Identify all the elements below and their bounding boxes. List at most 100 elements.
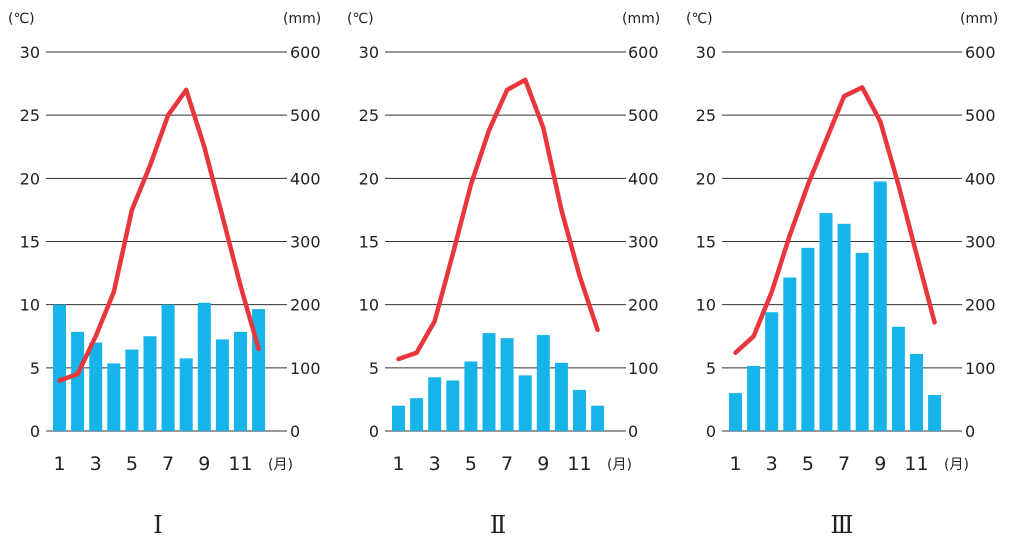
right-tick-label: 600: [965, 43, 996, 62]
left-tick-label: 10: [696, 296, 716, 315]
right-tick-label: 600: [290, 43, 321, 62]
left-tick-label: 10: [20, 296, 40, 315]
temperature-line: [733, 85, 937, 355]
precip-bar: [910, 353, 923, 431]
precip-bar: [197, 302, 211, 431]
left-axis-unit: (℃): [8, 11, 35, 27]
right-tick-label: 100: [628, 359, 659, 378]
precip-bar: [446, 380, 460, 431]
precip-bar: [783, 277, 797, 431]
temperature-line: [57, 87, 261, 383]
right-tick-label: 200: [628, 296, 659, 315]
month-tick-label: 9: [198, 453, 210, 475]
precip-bar: [410, 398, 424, 431]
precip-bar: [855, 252, 869, 431]
left-tick-label: 25: [359, 106, 379, 125]
month-unit: (月): [607, 457, 632, 473]
right-tick-label: 300: [965, 233, 996, 252]
precip-bar: [591, 405, 605, 431]
precip-bar: [464, 361, 478, 431]
precip-bar: [215, 339, 229, 431]
right-tick-label: 0: [290, 422, 300, 441]
precip-bar: [747, 365, 761, 431]
month-tick-label: 9: [874, 453, 886, 475]
month-tick-label: 5: [802, 453, 814, 475]
left-tick-label: 5: [706, 359, 716, 378]
right-tick-label: 200: [965, 296, 996, 315]
month-tick-label: 7: [838, 453, 850, 475]
left-axis-unit: (℃): [347, 11, 374, 27]
right-axis-unit: (mm): [283, 11, 321, 27]
precip-bar: [143, 336, 157, 431]
left-tick-label: 0: [30, 422, 40, 441]
left-tick-label: 5: [30, 359, 40, 378]
precip-bar: [428, 377, 442, 431]
month-tick-label: 11: [904, 453, 928, 475]
precip-bar: [765, 312, 779, 431]
precip-bar: [53, 304, 66, 431]
left-tick-label: 30: [359, 43, 379, 62]
precip-bar: [71, 331, 85, 431]
precip-bar: [89, 342, 103, 431]
left-tick-label: 20: [359, 169, 379, 188]
left-tick-label: 30: [696, 43, 716, 62]
month-unit: (月): [268, 457, 293, 473]
right-tick-label: 500: [965, 106, 996, 125]
precip-bar: [837, 223, 851, 431]
month-tick-label: 3: [429, 453, 441, 475]
precip-bar: [573, 389, 586, 431]
chart-label: Ⅲ: [830, 511, 853, 539]
left-tick-label: 25: [696, 106, 716, 125]
left-tick-label: 0: [706, 422, 716, 441]
left-tick-label: 15: [359, 233, 379, 252]
month-tick-label: 7: [162, 453, 174, 475]
right-tick-label: 100: [290, 359, 321, 378]
right-tick-label: 600: [628, 43, 659, 62]
precip-bar: [801, 247, 815, 431]
precip-bar: [928, 394, 942, 431]
right-tick-label: 200: [290, 296, 321, 315]
temperature-line: [396, 77, 600, 362]
right-tick-label: 400: [290, 169, 321, 188]
right-tick-label: 400: [628, 169, 659, 188]
month-tick-label: 5: [126, 453, 138, 475]
precip-bar: [536, 334, 550, 431]
right-tick-label: 300: [628, 233, 659, 252]
month-tick-label: 7: [501, 453, 513, 475]
month-tick-label: 9: [537, 453, 549, 475]
month-tick-label: 5: [465, 453, 477, 475]
right-axis-unit: (mm): [622, 11, 660, 27]
month-tick-label: 1: [392, 453, 404, 475]
precip-bar: [482, 333, 496, 431]
chart-label: Ⅰ: [153, 511, 162, 539]
left-tick-label: 30: [20, 43, 40, 62]
precip-bar: [873, 181, 887, 431]
precip-bar: [107, 363, 121, 431]
month-unit: (月): [944, 457, 969, 473]
right-tick-label: 500: [290, 106, 321, 125]
right-tick-label: 100: [965, 359, 996, 378]
precip-bar: [819, 213, 833, 431]
precip-bar: [234, 331, 247, 431]
left-tick-label: 0: [369, 422, 379, 441]
right-tick-label: 500: [628, 106, 659, 125]
left-tick-label: 20: [696, 169, 716, 188]
left-axis-unit: (℃): [686, 11, 713, 27]
month-tick-label: 1: [729, 453, 741, 475]
left-tick-label: 15: [696, 233, 716, 252]
month-tick-label: 3: [90, 453, 102, 475]
month-tick-label: 11: [567, 453, 591, 475]
precip-bar: [518, 375, 532, 431]
month-tick-label: 11: [228, 453, 252, 475]
precip-bar: [161, 304, 175, 431]
right-axis-unit: (mm): [960, 11, 998, 27]
month-tick-label: 1: [53, 453, 65, 475]
month-tick-label: 3: [766, 453, 778, 475]
right-tick-label: 400: [965, 169, 996, 188]
left-tick-label: 20: [20, 169, 40, 188]
right-tick-label: 0: [628, 422, 638, 441]
left-tick-label: 5: [369, 359, 379, 378]
left-tick-label: 25: [20, 106, 40, 125]
precip-bar: [392, 405, 405, 431]
chart-label: Ⅱ: [490, 511, 506, 539]
